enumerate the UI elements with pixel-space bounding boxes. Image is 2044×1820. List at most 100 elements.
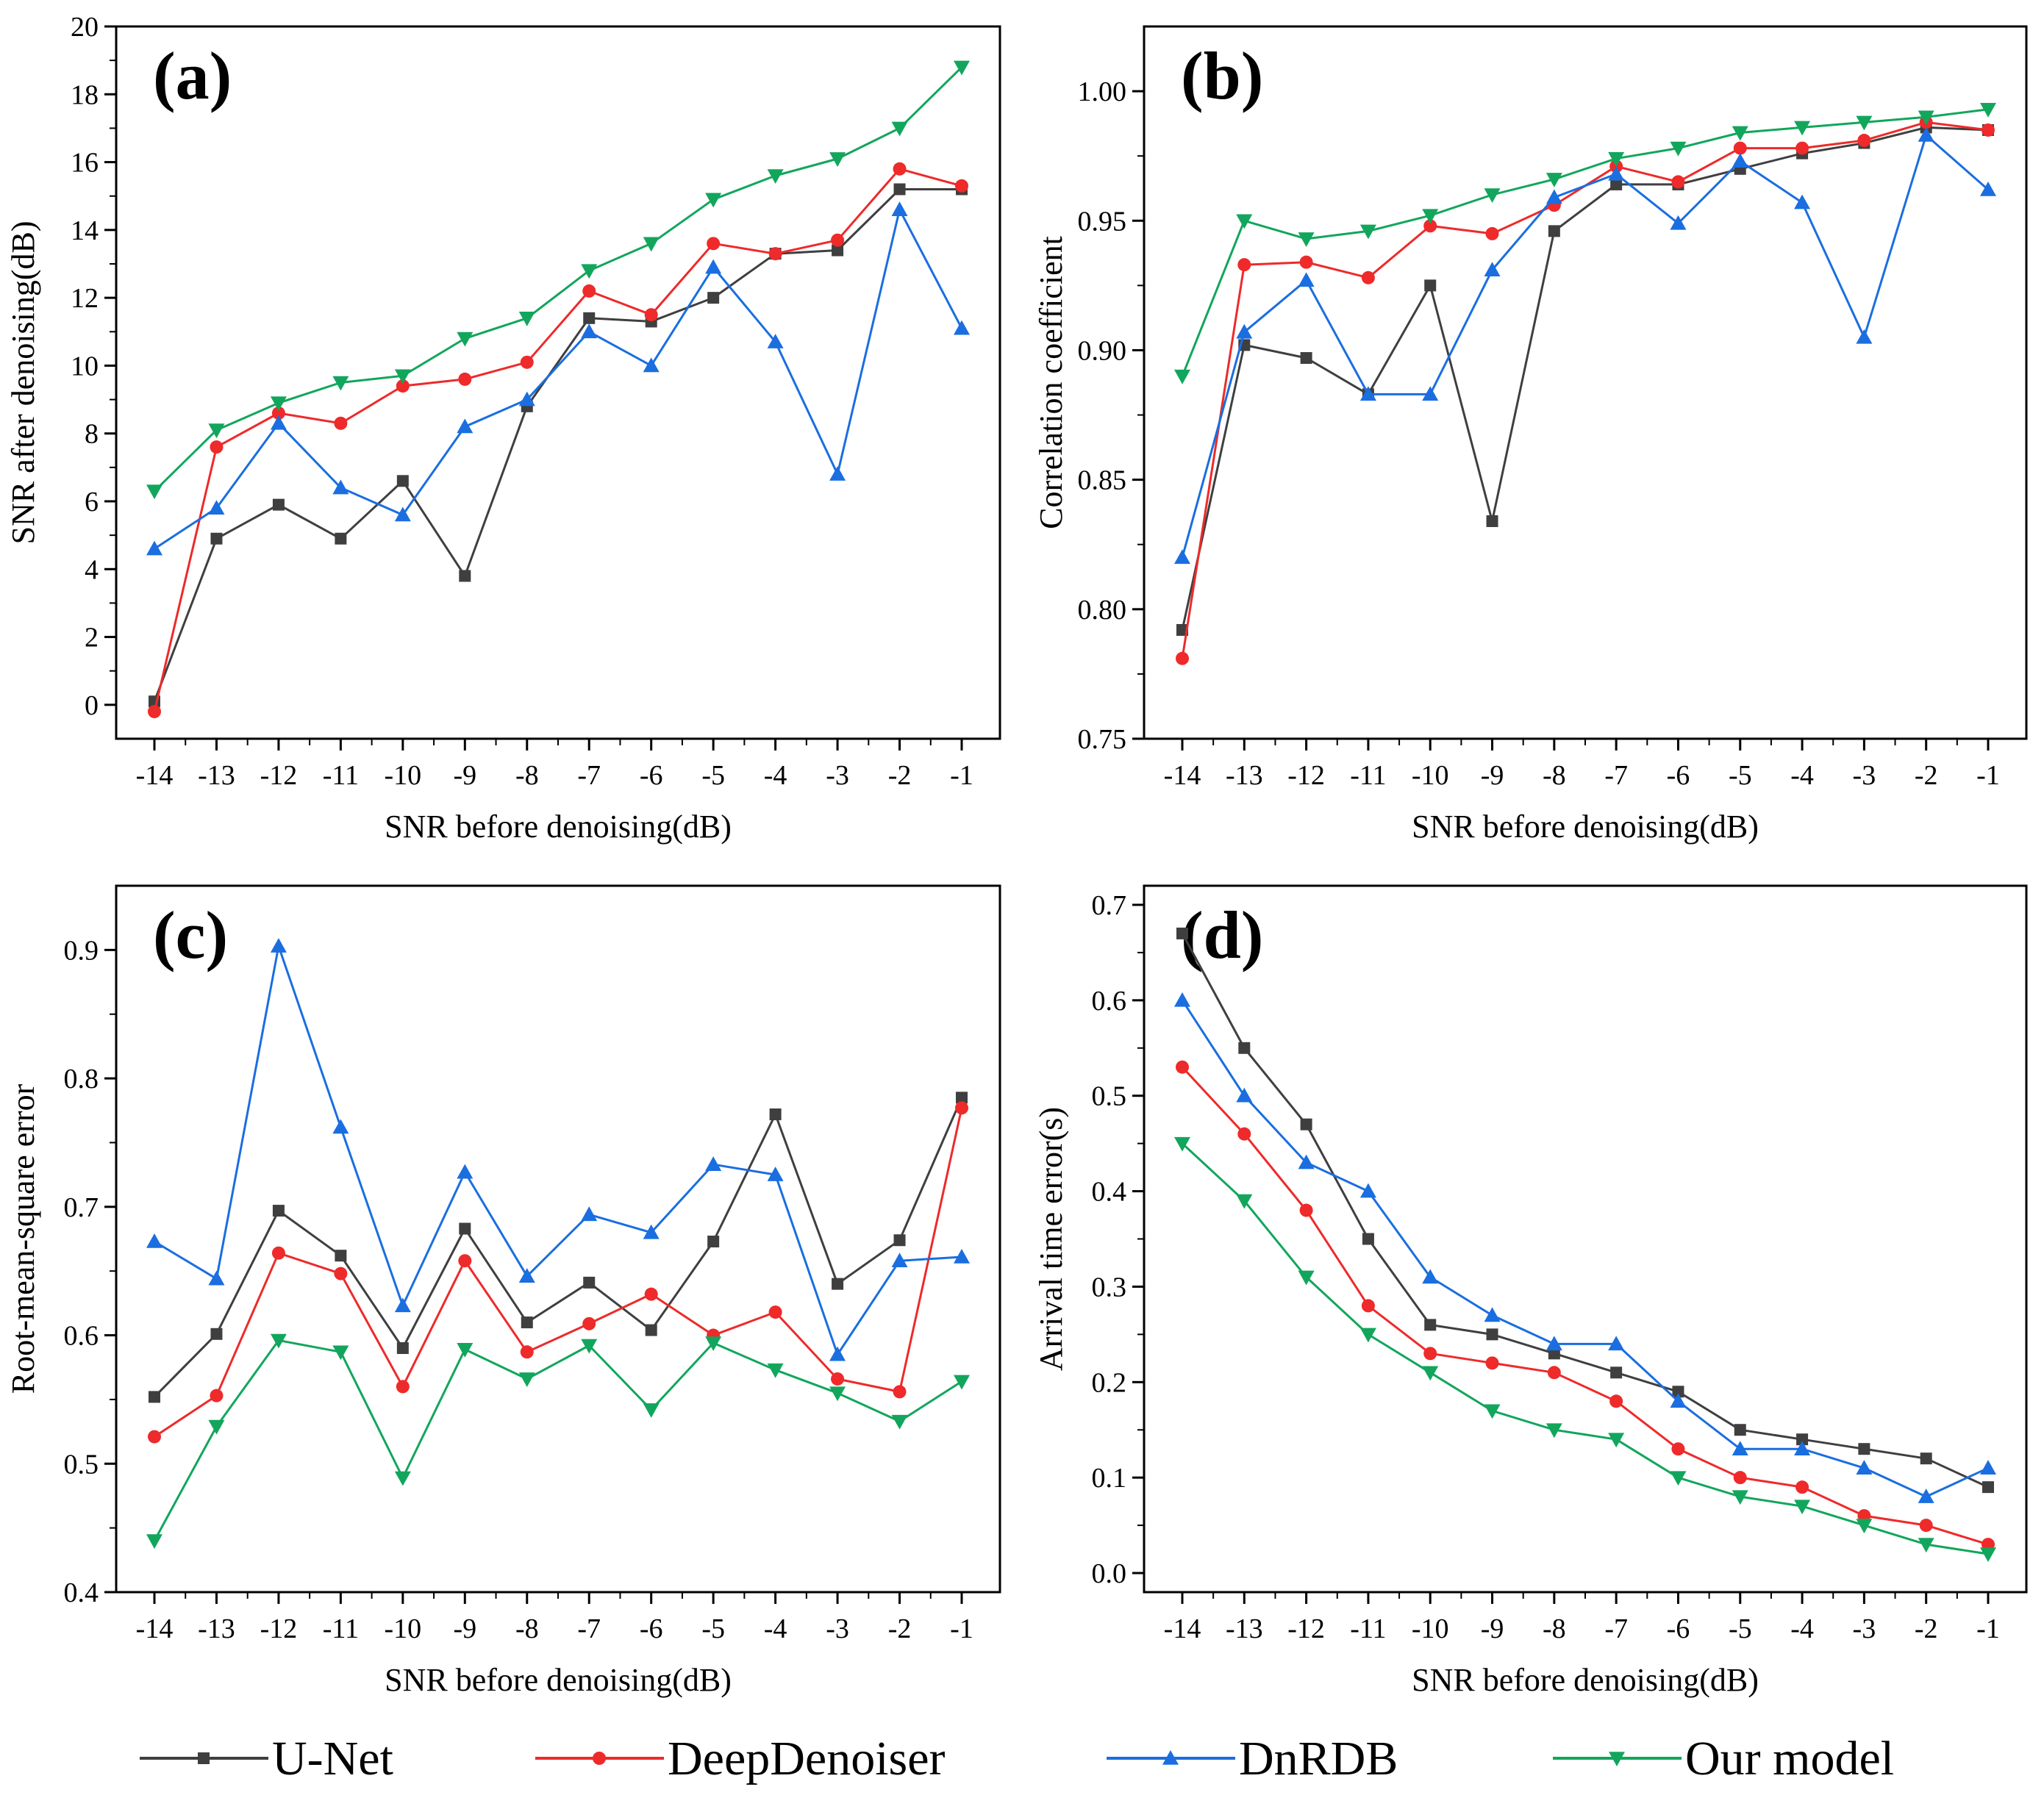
legend-label: Our model [1685, 1732, 1894, 1785]
data-point-dnrdb [581, 1206, 598, 1222]
data-point-our-model [1794, 1500, 1811, 1515]
series-our-model [1174, 1136, 1996, 1563]
data-point-our-model [394, 1471, 411, 1486]
y-tick-label: 0.2 [1092, 1367, 1127, 1398]
x-tick-label: -8 [515, 760, 539, 791]
data-point-our-model [1545, 173, 1562, 187]
x-tick-label: -10 [385, 760, 422, 791]
y-tick-label: 8 [85, 419, 99, 450]
data-point-deepdenoiser [520, 1345, 534, 1359]
x-tick-label: -11 [1350, 1613, 1386, 1644]
series-deepdenoiser [1176, 1060, 1995, 1552]
data-point-dnrdb [767, 334, 784, 348]
x-tick-label: -7 [577, 760, 601, 791]
x-tick-label: -8 [515, 1613, 539, 1644]
data-point-deepdenoiser [1237, 258, 1251, 272]
series-line-u-net [153, 1097, 963, 1398]
data-point-deepdenoiser [1423, 219, 1437, 233]
data-point-our-model [1422, 209, 1439, 224]
data-point-dnrdb [1298, 272, 1315, 287]
chart-panel-4: -14 -13 -12 -11 -10 -9 -8 -7 -6 -5 -4 -3 -2 -1 0.0 0.1 0… [1033, 884, 2028, 1698]
data-point-dnrdb [457, 1164, 474, 1179]
y-tick-label: 0.6 [64, 1321, 99, 1352]
x-tick-label: -4 [764, 760, 787, 791]
x-tick-label: -13 [1226, 1613, 1263, 1644]
x-tick-label: -11 [1350, 760, 1386, 791]
data-point-dnrdb [146, 1233, 162, 1248]
data-point-our-model [1670, 141, 1687, 157]
data-point-dnrdb [208, 500, 225, 515]
x-tick-label: -4 [764, 1613, 787, 1644]
y-tick-label: 0.3 [1092, 1272, 1127, 1303]
data-point-deepdenoiser [1299, 1203, 1313, 1217]
data-point-our-model [457, 1342, 474, 1358]
data-point-dnrdb [705, 1156, 722, 1171]
x-tick-label: -3 [1853, 760, 1876, 791]
panel-label: (c) [153, 898, 228, 972]
y-tick-label: 0.4 [1092, 1177, 1127, 1208]
data-point-u-net [1672, 1386, 1684, 1398]
y-tick-label: 0.7 [1092, 890, 1127, 921]
data-point-our-model [829, 1386, 846, 1402]
legend-item-u-net: U-Net [140, 1732, 393, 1785]
data-point-our-model [891, 121, 908, 137]
x-tick-label: -12 [1287, 1613, 1325, 1644]
data-point-deepdenoiser [1176, 651, 1189, 665]
data-point-deepdenoiser [1982, 123, 1995, 137]
x-tick-label: -8 [1543, 1613, 1566, 1644]
data-point-our-model [1298, 1270, 1315, 1286]
x-axis-label: SNR before denoising(dB) [385, 809, 732, 845]
data-point-deepdenoiser [893, 162, 907, 176]
data-point-dnrdb [332, 479, 349, 495]
data-point-dnrdb [1980, 1460, 1996, 1475]
data-point-deepdenoiser [1857, 134, 1871, 148]
data-point-u-net [1424, 279, 1437, 292]
data-point-our-model [829, 152, 846, 167]
data-point-dnrdb [394, 1297, 411, 1313]
data-point-dnrdb [829, 466, 846, 481]
series-line-our-model [1181, 108, 1989, 377]
data-point-u-net [335, 1250, 347, 1262]
x-tick-label: -4 [1790, 760, 1814, 791]
x-tick-label: -14 [136, 760, 174, 791]
y-tick-label: 0.80 [1078, 595, 1127, 626]
data-point-deepdenoiser [1299, 255, 1313, 269]
data-point-dnrdb [1298, 1154, 1315, 1169]
data-point-our-model [954, 1375, 970, 1390]
data-point-deepdenoiser [1733, 1471, 1747, 1485]
data-point-dnrdb [1608, 1336, 1625, 1351]
data-point-deepdenoiser [831, 233, 845, 247]
data-point-dnrdb [643, 1224, 660, 1239]
x-tick-label: -6 [640, 760, 663, 791]
x-tick-label: -2 [1915, 760, 1938, 791]
data-point-our-model [705, 1336, 722, 1352]
x-tick-label: -13 [198, 760, 235, 791]
y-tick-label: 0 [85, 690, 99, 721]
data-point-u-net [149, 1391, 160, 1403]
data-point-dnrdb [643, 357, 660, 373]
data-point-u-net [583, 312, 596, 324]
data-point-u-net [707, 1235, 720, 1247]
data-point-deepdenoiser [458, 372, 472, 386]
y-tick-label: 0.7 [64, 1192, 99, 1223]
data-point-deepdenoiser [582, 284, 596, 298]
data-point-u-net [893, 183, 906, 196]
data-point-deepdenoiser [1671, 175, 1685, 189]
x-tick-label: -2 [1915, 1613, 1938, 1644]
y-tick-label: 0.8 [64, 1064, 99, 1094]
x-tick-label: -9 [1481, 760, 1504, 791]
data-point-our-model [1980, 102, 1996, 118]
y-tick-label: 20 [71, 12, 99, 43]
x-tick-label: -2 [888, 760, 912, 791]
data-point-deepdenoiser [271, 1246, 285, 1260]
x-tick-label: -3 [826, 1613, 849, 1644]
data-point-u-net [832, 1278, 844, 1290]
data-point-our-model [1545, 1423, 1562, 1439]
data-point-our-model [643, 237, 660, 252]
data-point-dnrdb [1174, 992, 1190, 1007]
x-tick-label: -1 [950, 760, 973, 791]
y-tick-label: 0.6 [1092, 986, 1127, 1017]
data-point-deepdenoiser [1919, 1519, 1933, 1533]
x-tick-label: -11 [323, 1613, 359, 1644]
